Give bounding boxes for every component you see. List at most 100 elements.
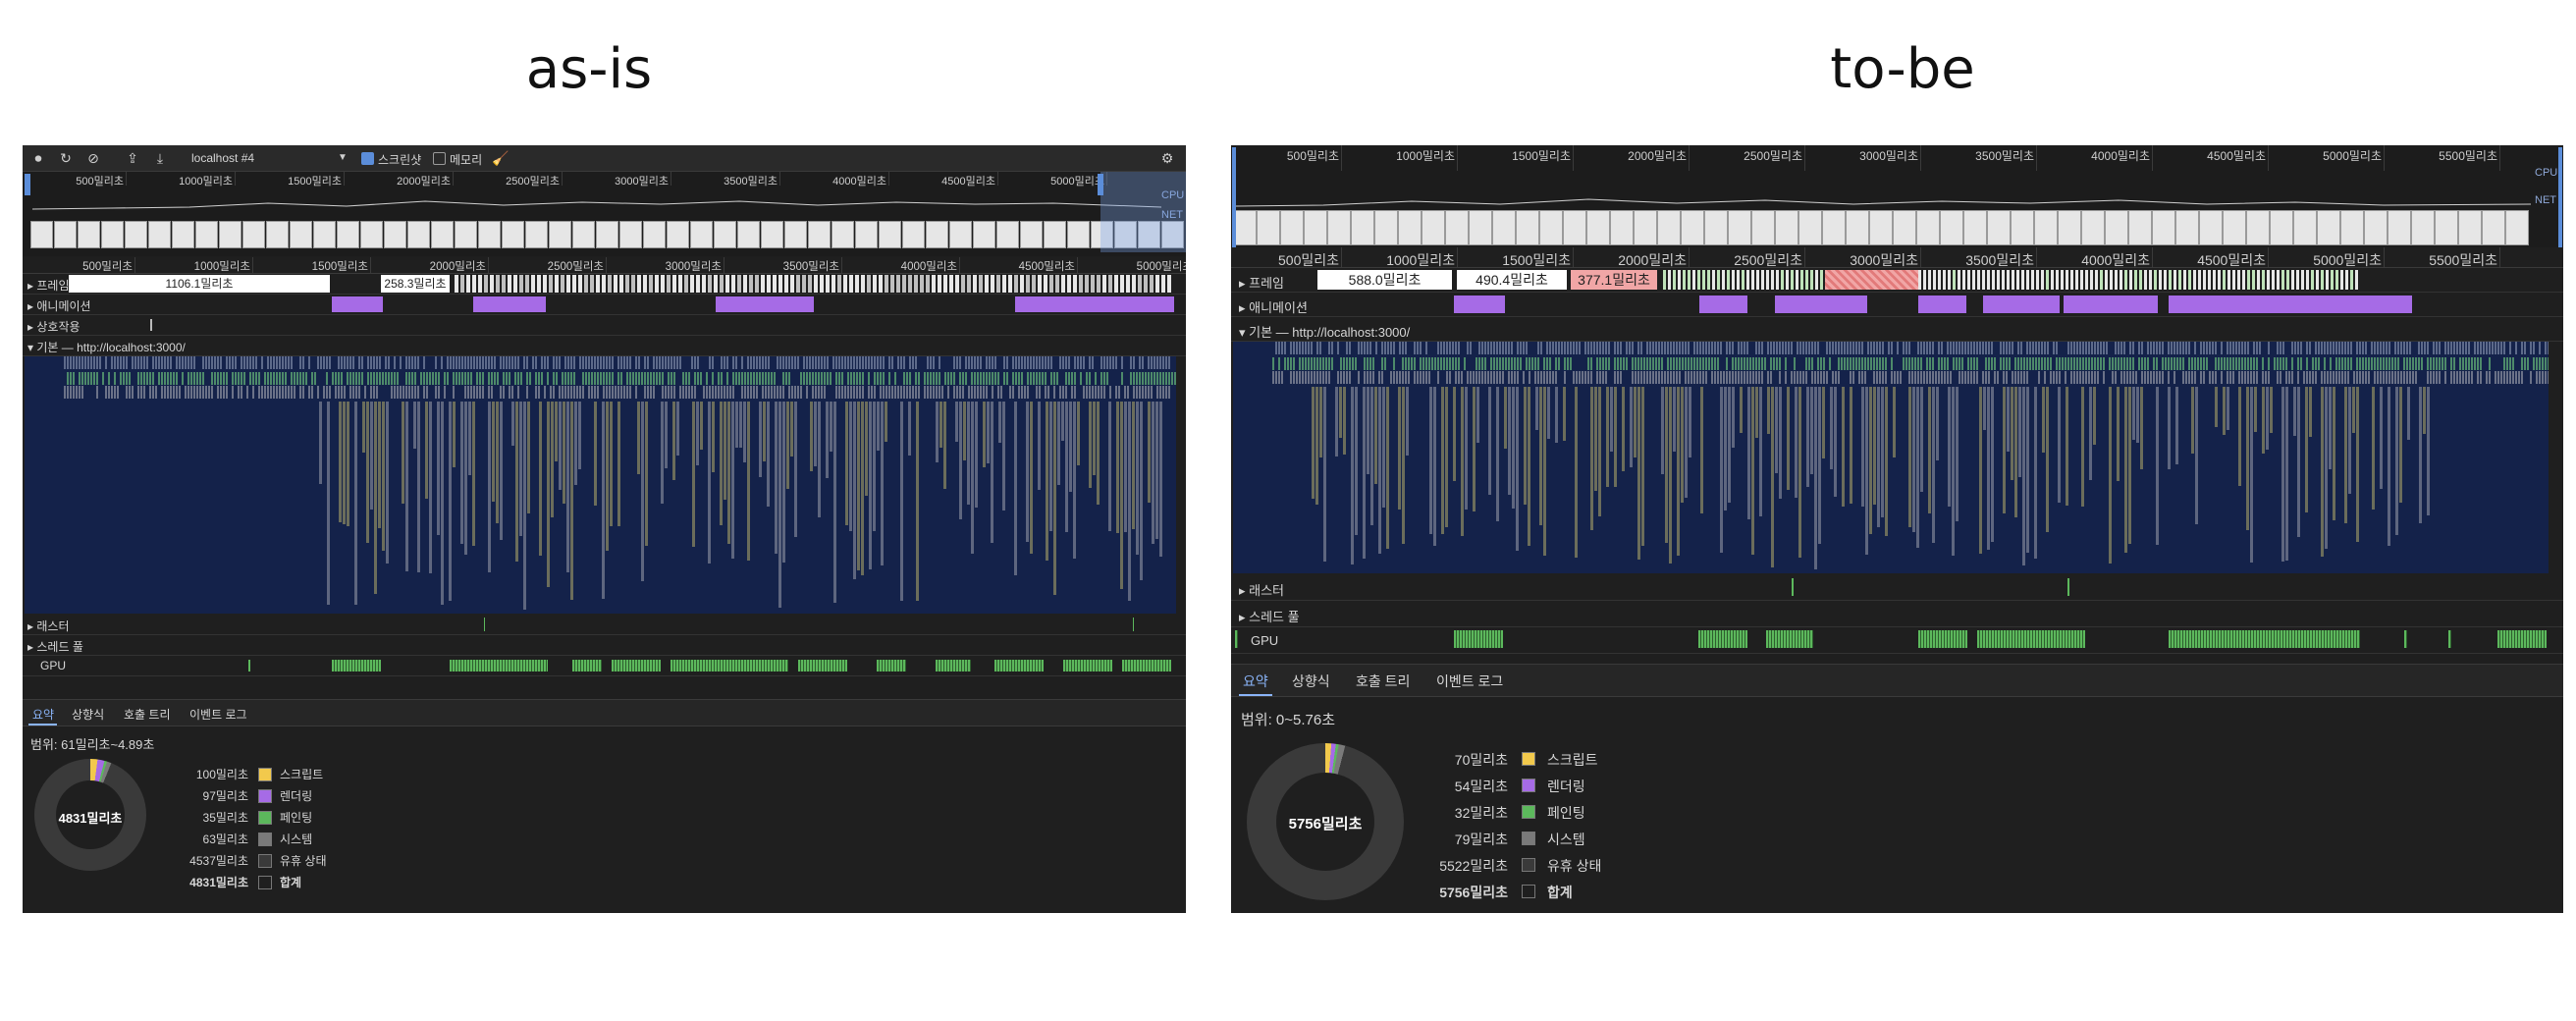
screenshot-thumbnail[interactable] [737,221,760,248]
screenshot-thumbnail[interactable] [78,221,100,248]
frame-box[interactable]: 588.0밀리초 [1317,270,1452,290]
screenshot-thumbnail[interactable] [714,221,736,248]
screenshot-thumbnail[interactable] [2388,210,2411,245]
screenshot-thumbnail[interactable] [2270,210,2293,245]
screenshot-thumbnail[interactable] [1751,210,1775,245]
screenshot-thumbnail[interactable] [1257,210,1280,245]
main-thread-flame-chart[interactable] [25,356,1176,614]
screenshot-thumbnail[interactable] [1351,210,1374,245]
animation-bar[interactable] [1775,296,1867,313]
screenshot-thumbnail[interactable] [1138,221,1160,248]
interaction-track-label[interactable]: ▸ 상호작용 [27,320,80,334]
screenshot-thumbnail[interactable] [619,221,642,248]
screenshot-thumbnail[interactable] [2458,210,2482,245]
gear-icon[interactable]: ⚙ [1160,150,1174,166]
screenshot-thumbnail[interactable] [1869,210,1893,245]
screenshot-thumbnail[interactable] [431,221,454,248]
frames-track-label[interactable]: ▸ 프레임 [27,279,70,293]
reload-icon[interactable]: ↻ [60,150,72,166]
screenshot-thumbnail[interactable] [2435,210,2458,245]
screenshot-thumbnail[interactable] [879,221,901,248]
screenshot-thumbnail[interactable] [1067,221,1090,248]
thread-pool-track-label[interactable]: ▸ 스레드 풀 [1239,610,1300,624]
screenshot-thumbnail[interactable] [2058,210,2081,245]
tab-bottom-up[interactable]: 상향식 [72,708,105,722]
screenshot-thumbnail[interactable] [242,221,265,248]
screenshot-thumbnail[interactable] [313,221,336,248]
screenshot-thumbnail[interactable] [2128,210,2152,245]
dropped-frame-box[interactable] [1825,270,1918,290]
screenshot-thumbnail[interactable] [643,221,666,248]
screenshot-thumbnail[interactable] [690,221,713,248]
screenshot-thumbnail[interactable] [1963,210,1987,245]
main-thread-track-label[interactable]: ▾ 기본 — http://localhost:3000/ [1239,325,1411,340]
screenshot-thumbnail[interactable] [195,221,218,248]
main-thread-track[interactable]: ▾ 기본 — http://localhost:3000/ [23,336,1186,356]
frames-track-label[interactable]: ▸ 프레임 [1239,276,1285,291]
screenshot-thumbnail[interactable] [2081,210,2105,245]
frame-box[interactable]: 377.1밀리초 [1571,270,1657,290]
screenshot-thumbnail[interactable] [832,221,854,248]
screenshot-thumbnail[interactable] [1374,210,1398,245]
animation-bar[interactable] [2064,296,2158,313]
thread-pool-track[interactable]: ▸ 스레드 풀 [23,635,1186,656]
raster-track-label[interactable]: ▸ 래스터 [27,619,70,633]
animation-bar[interactable] [1918,296,1966,313]
screenshot-thumbnail[interactable] [1469,210,1492,245]
screenshot-thumbnail[interactable] [949,221,972,248]
thread-pool-track[interactable]: ▸ 스레드 풀 [1231,601,2563,627]
screenshot-thumbnail[interactable] [1445,210,1469,245]
screenshot-thumbnail[interactable] [2105,210,2128,245]
screenshot-thumbnail[interactable] [2411,210,2435,245]
main-thread-flame-chart[interactable] [1233,342,2549,573]
animation-bar[interactable] [1015,296,1174,312]
screenshot-thumbnail[interactable] [596,221,618,248]
download-icon[interactable]: ⤓ [156,150,164,166]
interaction-track[interactable]: ▸ 상호작용 [23,315,1186,336]
screenshot-thumbnail[interactable] [455,221,477,248]
screenshot-thumbnail[interactable] [1916,210,1940,245]
clear-icon[interactable]: ⊘ [87,150,99,166]
screenshot-thumbnail[interactable] [1327,210,1351,245]
screenshot-thumbnail[interactable] [1775,210,1798,245]
screenshot-thumbnail[interactable] [1940,210,1963,245]
screenshot-thumbnail[interactable] [478,221,501,248]
screenshot-thumbnail[interactable] [337,221,359,248]
screenshot-thumbnail[interactable] [996,221,1019,248]
screenshot-thumbnail[interactable] [2034,210,2058,245]
screenshot-thumbnail[interactable] [1280,210,1304,245]
screenshot-thumbnail[interactable] [525,221,548,248]
screenshot-thumbnail[interactable] [1634,210,1657,245]
screenshot-thumbnail[interactable] [1492,210,1516,245]
frames-track[interactable]: ▸ 프레임 588.0밀리초 490.4밀리초 377.1밀리초 [1231,268,2563,293]
screenshot-thumbnail[interactable] [1728,210,1751,245]
gpu-track[interactable]: GPU [23,656,1186,676]
screenshot-thumbnail[interactable] [266,221,289,248]
screenshot-checkbox[interactable] [361,152,374,165]
screenshot-thumbnail[interactable] [2152,210,2175,245]
screenshot-thumbnail[interactable] [1987,210,2011,245]
screenshot-thumbnail[interactable] [2340,210,2364,245]
screenshot-thumbnail[interactable] [54,221,77,248]
gpu-track[interactable]: GPU [1231,627,2563,654]
screenshot-thumbnail[interactable] [1822,210,1846,245]
screenshot-thumbnail[interactable] [1681,210,1704,245]
screenshot-thumbnail[interactable] [667,221,689,248]
screenshot-thumbnail[interactable] [902,221,925,248]
screenshot-thumbnail[interactable] [360,221,383,248]
screenshot-thumbnail[interactable] [1516,210,1539,245]
screenshot-thumbnail[interactable] [1304,210,1327,245]
screenshot-thumbnail[interactable] [2364,210,2388,245]
frame-box[interactable]: 258.3밀리초 [381,275,450,293]
screenshot-thumbnail[interactable] [1586,210,1610,245]
screenshot-thumbnail[interactable] [2482,210,2505,245]
screenshot-thumbnail[interactable] [855,221,878,248]
animation-bar[interactable] [332,296,383,312]
animation-bar[interactable] [473,296,546,312]
screenshot-thumbnail[interactable] [2199,210,2223,245]
selection-handle-right[interactable] [2558,147,2562,251]
screenshot-thumbnail[interactable] [1091,221,1113,248]
animation-track-label[interactable]: ▸ 애니메이션 [27,299,91,313]
screenshot-thumbnail[interactable] [30,221,53,248]
screenshot-thumbnail[interactable] [1798,210,1822,245]
